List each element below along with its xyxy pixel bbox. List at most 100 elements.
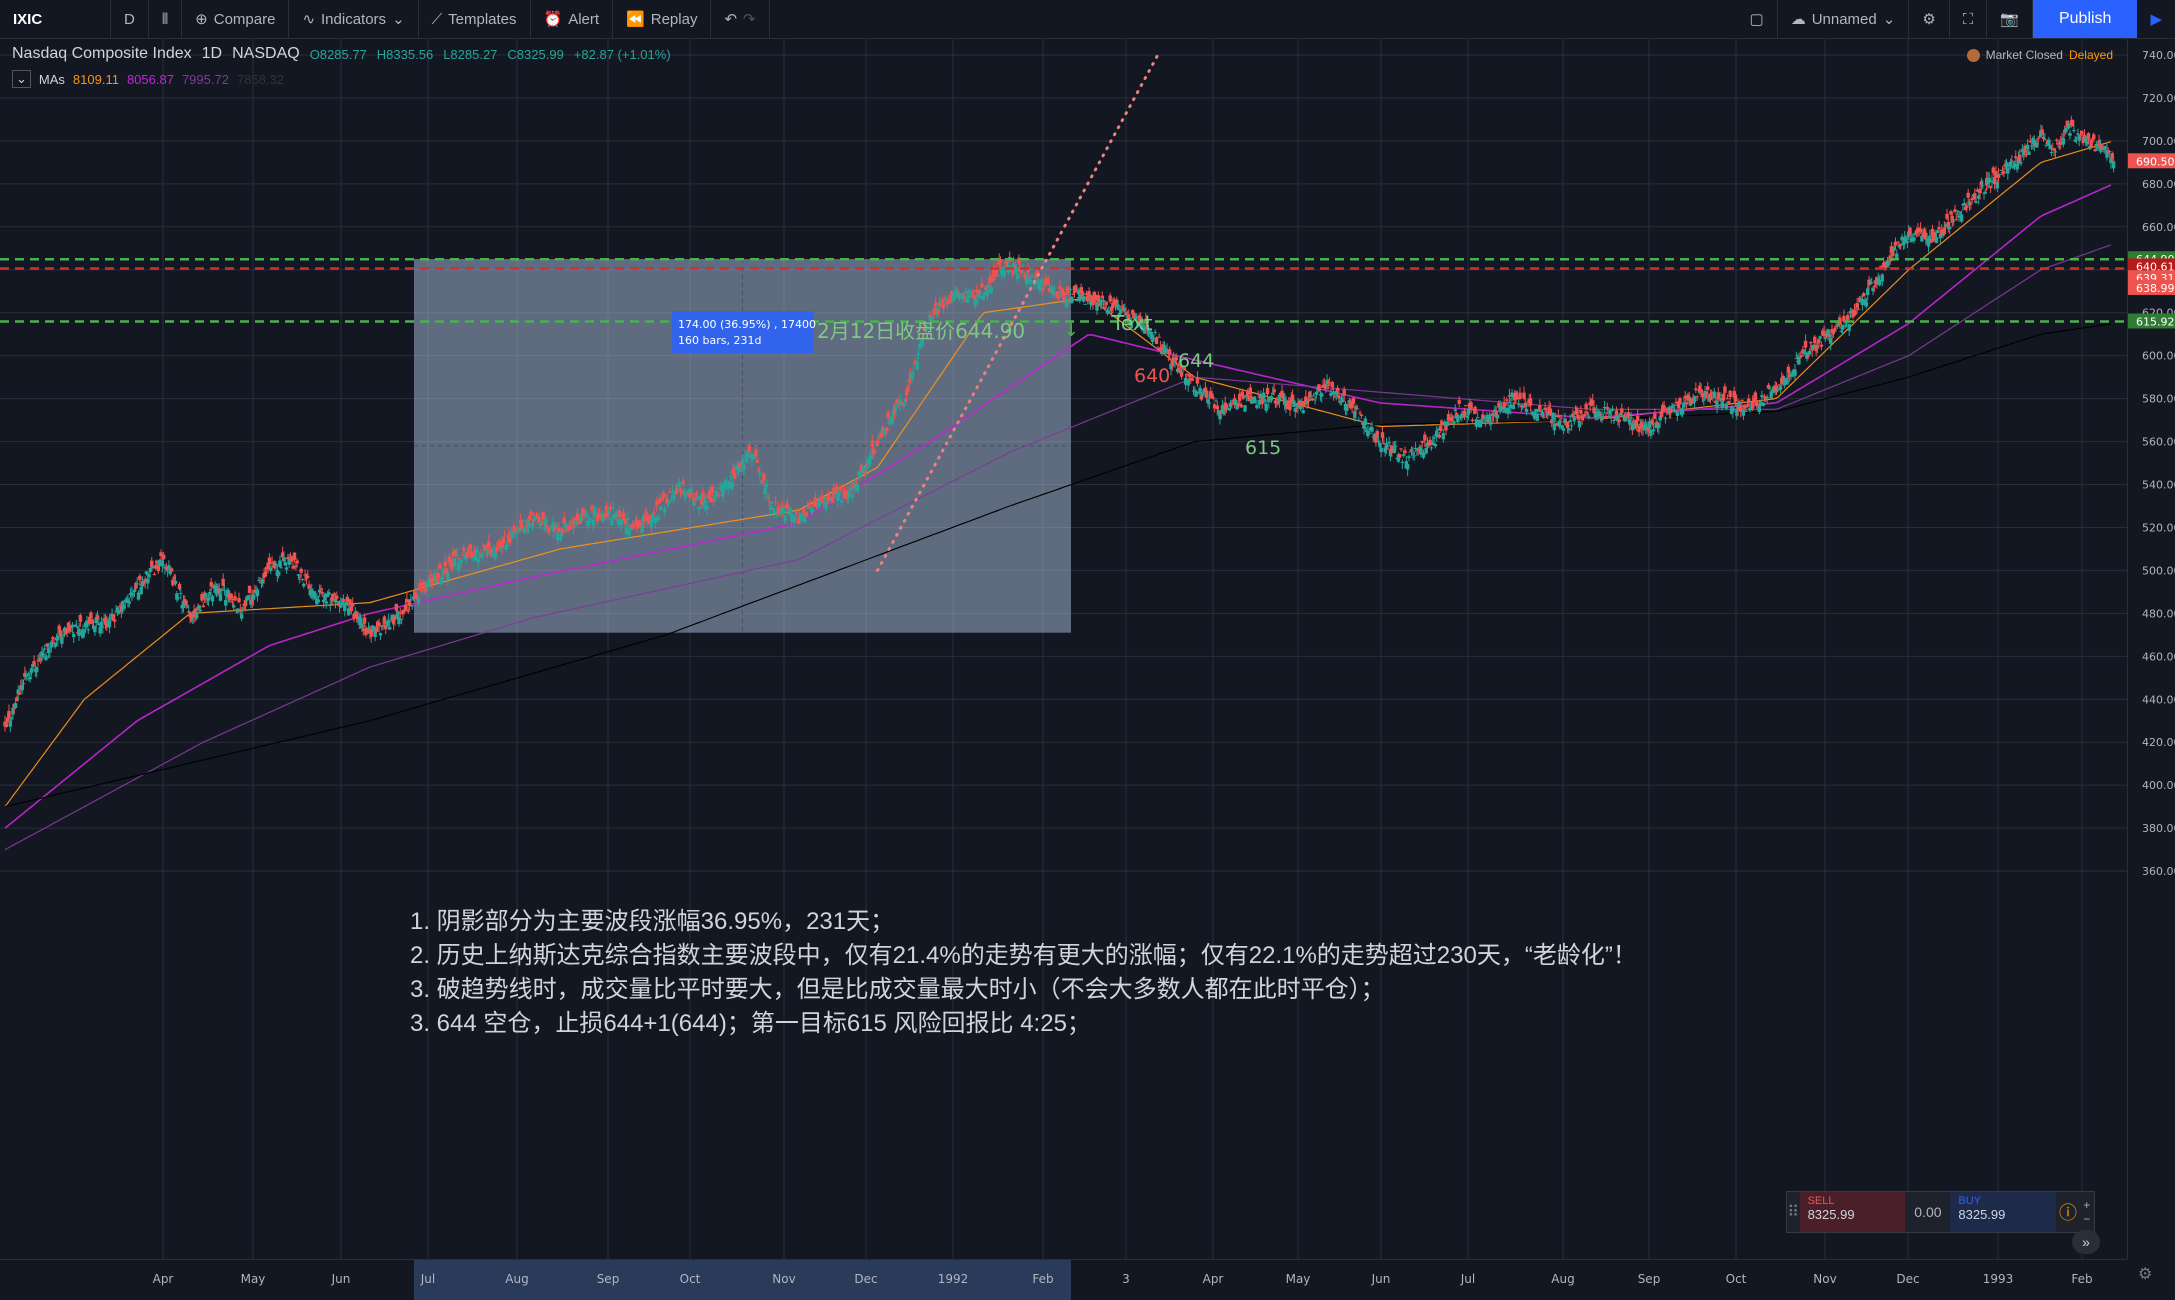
candle-body: [1711, 396, 1715, 398]
fullscreen-button[interactable]: ⛶: [1950, 0, 1988, 38]
candle-body: [984, 286, 988, 291]
candle-body: [476, 557, 480, 563]
candle-body: [1244, 395, 1249, 397]
redo-icon[interactable]: ↷: [743, 11, 756, 28]
zoom-out-icon[interactable]: −: [2083, 1212, 2091, 1226]
time-settings-button[interactable]: ⚙: [2138, 1264, 2152, 1284]
candle-body: [90, 619, 94, 624]
candle-body: [13, 703, 18, 709]
price-tag-label: 638.99: [2136, 282, 2175, 295]
candle-body: [1766, 384, 1771, 389]
drag-handle-icon[interactable]: ⠿: [1787, 1204, 1800, 1221]
candle-body: [1966, 192, 1970, 198]
candle-body: [547, 528, 552, 531]
delay-badge: Delayed: [2068, 48, 2113, 62]
play-button[interactable]: ▶: [2137, 0, 2175, 38]
chart-type-button[interactable]: ⫴: [149, 0, 183, 38]
trendline: [876, 53, 1160, 572]
candle-body: [1776, 388, 1780, 391]
candle-body: [1175, 368, 1180, 372]
candle-body: [1253, 399, 1258, 401]
sell-button[interactable]: SELL 8325.99: [1799, 1192, 1906, 1232]
rewind-icon: ⏪: [626, 11, 645, 28]
candle-body: [1687, 396, 1691, 399]
ma-legend: ⌄ MAs 8109.11 8056.87 7995.72 7858.32: [12, 70, 284, 88]
price-chart[interactable]: 174.00 (36.95%) , 17400 160 bars, 231d 2月1…: [0, 38, 2127, 1259]
candle-body: [616, 519, 621, 524]
candle-body: [1238, 393, 1242, 401]
time-tick-label: Oct: [680, 1272, 701, 1286]
undo-redo-group: ↶ ↷: [711, 0, 770, 38]
candle-body: [713, 497, 717, 500]
candle-body: [1862, 293, 1866, 297]
symbol-search-button[interactable]: IXIC: [0, 0, 111, 38]
candle-body: [1056, 294, 1061, 298]
ma-label[interactable]: MAs: [38, 71, 65, 87]
candle-body: [623, 518, 627, 525]
candle-body: [1996, 174, 2001, 178]
candle-body: [1042, 284, 1046, 286]
candle-body: [1940, 229, 1944, 236]
candle-body: [188, 611, 192, 618]
candle-body: [2018, 154, 2022, 162]
candle-body: [686, 489, 691, 494]
candle-body: [1592, 407, 1596, 414]
candle-body: [1320, 393, 1324, 397]
undo-icon[interactable]: ↶: [724, 11, 738, 28]
scroll-to-realtime-button[interactable]: »: [2072, 1230, 2100, 1254]
candle-body: [571, 526, 576, 528]
candle-body: [221, 578, 225, 586]
price-tick-label: 360.00: [2142, 865, 2175, 878]
candle-body: [1199, 394, 1204, 400]
candle-body: [1708, 393, 1713, 401]
settings-button[interactable]: ⚙: [1909, 0, 1950, 38]
info-icon[interactable]: ⓘ: [2058, 1203, 2077, 1223]
candle-body: [1093, 294, 1098, 301]
candle-body: [1704, 391, 1709, 395]
expand-icon: ⛶: [1962, 10, 1974, 28]
zoom-in-icon[interactable]: +: [2083, 1198, 2091, 1212]
candle-body: [1338, 401, 1342, 403]
buy-button[interactable]: BUY 8325.99: [1950, 1192, 2057, 1232]
layout-button[interactable]: ☁ Unnamed ⌄: [1778, 0, 1910, 38]
candle-body: [1384, 443, 1389, 448]
collapse-icon[interactable]: ⌄: [12, 70, 31, 88]
time-tick-label: 1993: [1983, 1272, 2014, 1286]
candle-body: [1695, 396, 1699, 398]
candle-body: [1162, 345, 1167, 352]
alert-button[interactable]: ⏰ Alert: [531, 0, 614, 38]
price-scale[interactable]: 740.00720.00700.00680.00660.00640.00620.…: [2127, 38, 2175, 1259]
candle-body: [1712, 391, 1717, 398]
candle-body: [210, 595, 215, 602]
candle-body: [1555, 422, 1559, 426]
candle-body: [109, 617, 113, 620]
interval-button[interactable]: D: [111, 0, 149, 38]
compare-button[interactable]: ⊕ Compare: [182, 0, 290, 38]
templates-button[interactable]: ⟋ Templates: [419, 0, 531, 38]
snapshot-button[interactable]: 📷: [1987, 0, 2033, 38]
candle-body: [147, 574, 151, 578]
time-range-highlight: [414, 1260, 1071, 1300]
candle-body: [1869, 282, 1874, 284]
time-scale[interactable]: Apr May Jun Jul Aug Sep Oct Nov Dec 1992 Feb 3 Apr Ma…: [0, 1259, 2127, 1300]
candle-body: [990, 274, 995, 282]
fullscreen-box-button[interactable]: ▢: [1737, 0, 1778, 38]
candle-body: [1185, 373, 1189, 375]
candle-body: [520, 522, 524, 530]
candle-body: [1538, 405, 1542, 410]
candle-body: [1706, 386, 1710, 391]
replay-button[interactable]: ⏪ Replay: [613, 0, 712, 38]
candle-body: [241, 607, 245, 609]
publish-button[interactable]: Publish: [2032, 0, 2138, 38]
candle-body: [386, 620, 391, 623]
candle-body: [750, 453, 754, 461]
indicators-button[interactable]: ∿ Indicators ⌄: [289, 0, 419, 38]
candle-body: [1362, 423, 1366, 429]
candle-body: [1818, 336, 1822, 339]
candle-body: [1560, 425, 1565, 430]
candle-body: [1990, 180, 1994, 183]
candle-body: [139, 586, 143, 595]
candle-body: [826, 494, 831, 502]
candle-body: [1117, 312, 1122, 316]
symbol-title[interactable]: Nasdaq Composite Index: [12, 45, 192, 62]
